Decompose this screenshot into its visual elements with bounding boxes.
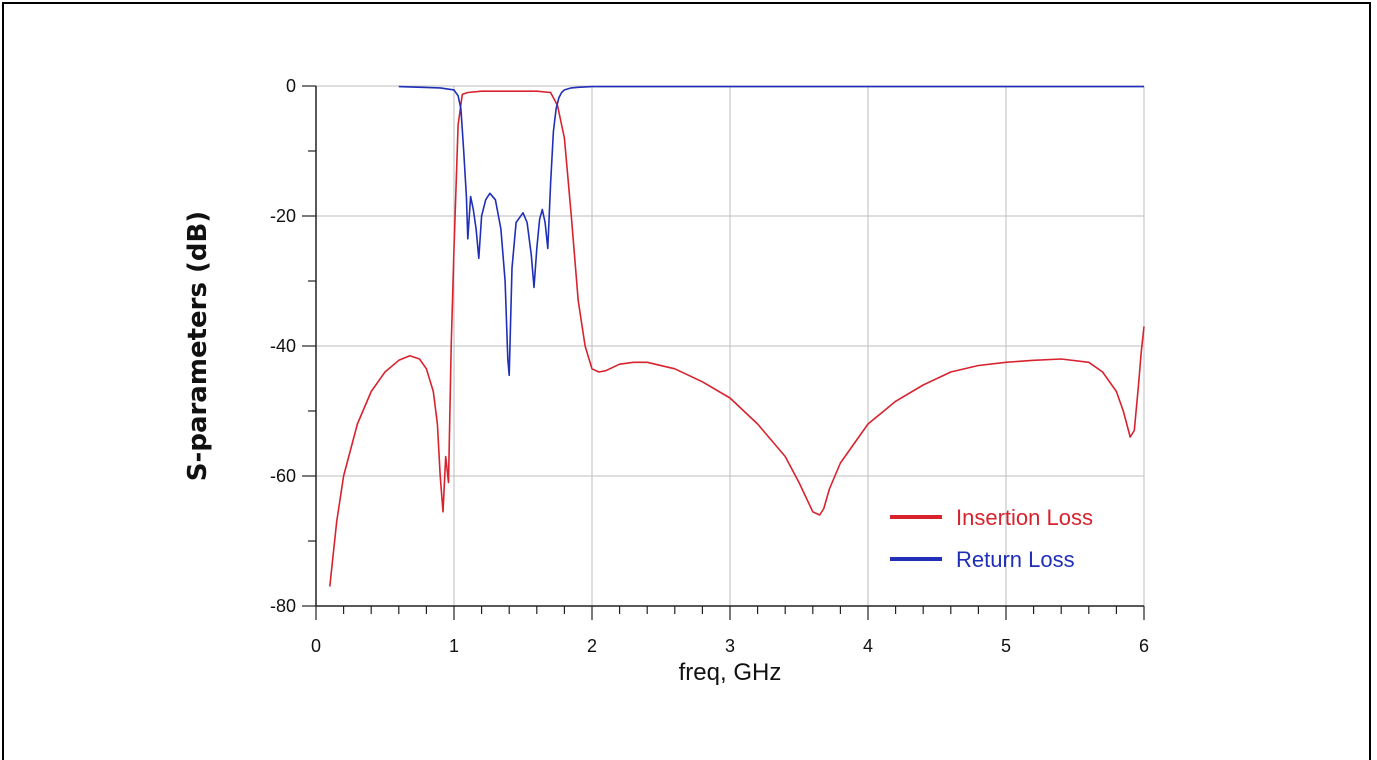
x-tick-label: 1 — [449, 636, 459, 656]
x-tick-label: 5 — [1001, 636, 1011, 656]
y-tick-label: -80 — [270, 596, 296, 616]
y-tick-label: 0 — [286, 76, 296, 96]
y-axis-title: S-parameters (dB) — [183, 211, 213, 481]
x-tick-label: 6 — [1139, 636, 1149, 656]
axes: 0 1 2 3 4 5 6 0 -20 -40 -60 -80 — [270, 76, 1149, 656]
x-tick-label: 4 — [863, 636, 873, 656]
series-lines — [329, 85, 1145, 587]
y-tick-label: -20 — [270, 206, 296, 226]
legend-label: Return Loss — [956, 547, 1075, 572]
y-tick-label: -40 — [270, 336, 296, 356]
x-axis-title: freq, GHz — [679, 659, 782, 686]
grid-lines — [316, 85, 1145, 606]
x-tick-label: 2 — [587, 636, 597, 656]
series-line-insertion-loss — [329, 90, 1145, 587]
x-tick-label: 0 — [311, 636, 321, 656]
x-tick-label: 3 — [725, 636, 735, 656]
y-tick-label: -60 — [270, 466, 296, 486]
legend: Insertion Loss Return Loss — [890, 505, 1093, 572]
legend-label: Insertion Loss — [956, 505, 1093, 530]
series-line-return-loss — [398, 85, 1144, 377]
